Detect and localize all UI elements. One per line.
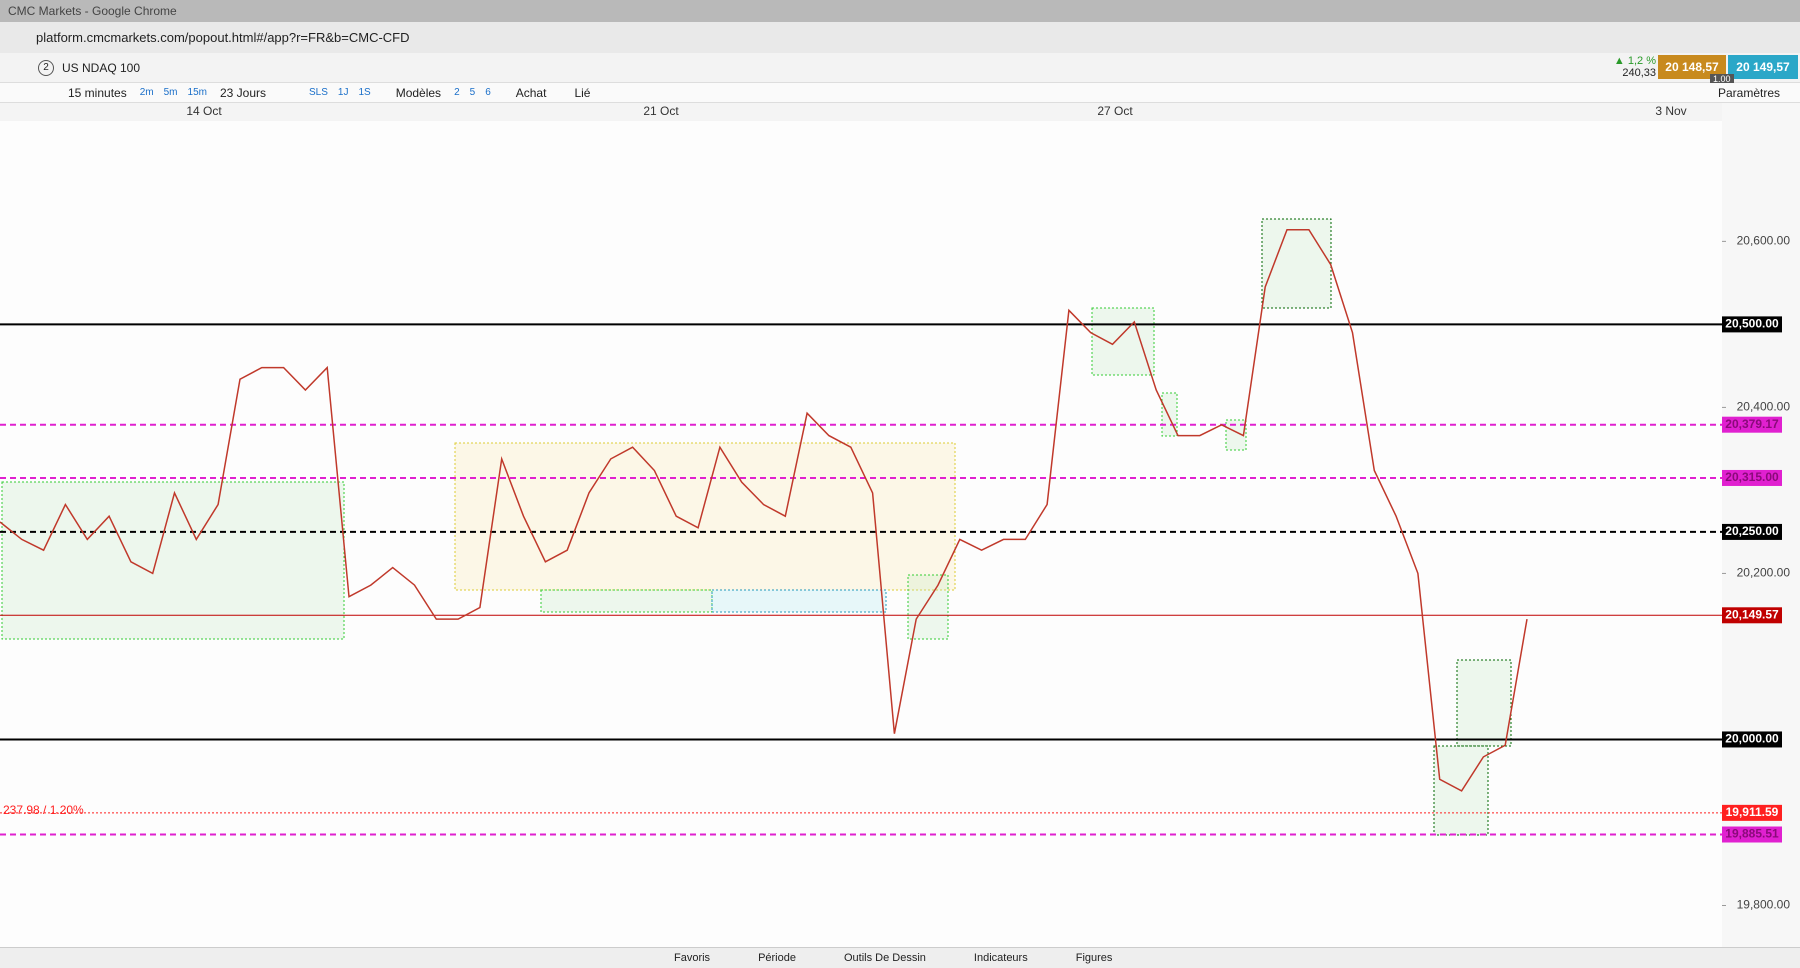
date-label: 27 Oct xyxy=(1097,104,1133,118)
level-label: 19,885.51 xyxy=(1725,827,1779,841)
range-button[interactable]: SLS xyxy=(309,87,328,98)
number-button[interactable]: 6 xyxy=(485,87,491,98)
level-tag xyxy=(1722,607,1782,624)
level-label: 20,149.57 xyxy=(1725,607,1779,621)
footer-tab[interactable]: Figures xyxy=(1075,952,1113,964)
plot-area xyxy=(0,121,1722,947)
zones xyxy=(1,218,1512,836)
size: 1.00 xyxy=(1710,74,1734,84)
level-label: 20,000.00 xyxy=(1725,732,1779,746)
level-tag xyxy=(1722,731,1782,748)
window-title: CMC Markets - Google Chrome xyxy=(8,4,177,18)
sell-price[interactable]: 20 148,57 xyxy=(1658,55,1726,79)
footer-tab[interactable]: Indicateurs xyxy=(973,952,1028,964)
tab-bar: 2 US NDAQ 100 ▲ 1,2 % 240,33 20 148,57 2… xyxy=(0,53,1800,84)
footer: Favoris Période Outils De Dessin Indicateur… xyxy=(0,947,1800,968)
change-box: ▲ 1,2 % 240,33 xyxy=(1600,55,1656,79)
toolbar: 15 minutes 2m 5m 15m 23 Jours SLS 1J 1S Modè… xyxy=(0,83,1800,103)
footer-tab[interactable]: Outils De Dessin xyxy=(843,952,926,964)
url[interactable]: platform.cmcmarkets.com/popout.html#/app… xyxy=(36,30,410,45)
level-tag xyxy=(1722,826,1782,843)
level-tag xyxy=(1722,804,1782,821)
date-label: 21 Oct xyxy=(643,104,679,118)
templates[interactable]: Modèles xyxy=(395,85,442,100)
level-label: 20,379.17 xyxy=(1725,417,1779,431)
level-tag xyxy=(1722,416,1782,433)
level-label: 19,911.59 xyxy=(1726,805,1779,819)
footer-tab[interactable]: Favoris xyxy=(674,952,711,964)
address-bar[interactable]: platform.cmcmarkets.com/popout.html#/app… xyxy=(0,22,1800,53)
price-line xyxy=(0,228,1528,792)
settings[interactable]: Paramètres xyxy=(1717,85,1780,100)
chart: 14 Oct 21 Oct 27 Oct 3 Nov 19,800.00 20,200.0… xyxy=(0,103,1800,947)
y-tick-label: 20,200.00 xyxy=(1737,566,1791,580)
date-axis xyxy=(0,103,1722,121)
interval-button[interactable]: 15m xyxy=(187,87,207,98)
interval-button[interactable]: 5m xyxy=(163,87,178,98)
y-tick-label: 20,400.00 xyxy=(1737,400,1791,414)
interval[interactable]: 15 minutes xyxy=(68,85,127,100)
change-points: 240,33 xyxy=(1622,67,1656,79)
number-button[interactable]: 5 xyxy=(469,87,476,98)
change: ▲ 1,2 % xyxy=(1613,55,1656,67)
range[interactable]: 23 Jours xyxy=(219,85,266,100)
ranges: SLS 1J 1S xyxy=(304,87,376,98)
annotation: 237.98 / 1.20% xyxy=(3,803,84,817)
range-button[interactable]: 1J xyxy=(337,87,349,98)
number-button[interactable]: 2 xyxy=(454,87,460,98)
linked[interactable]: Lié xyxy=(574,85,591,100)
level-label: 20,315.00 xyxy=(1725,470,1779,484)
interval-button[interactable]: 2m xyxy=(139,87,154,98)
level-label: 20,500.00 xyxy=(1725,317,1779,331)
tab-number: 2 xyxy=(38,59,54,76)
level-tag xyxy=(1722,469,1782,486)
level-tag xyxy=(1722,316,1782,333)
trade[interactable]: Achat xyxy=(515,85,547,100)
level-tag xyxy=(1722,523,1782,540)
footer-tab[interactable]: Période xyxy=(758,952,796,964)
range-button[interactable]: 1S xyxy=(358,87,371,98)
quick-intervals: 2m 5m 15m xyxy=(135,87,212,98)
level-label: 20,250.00 xyxy=(1725,524,1779,538)
date-label: 14 Oct xyxy=(186,104,222,118)
y-tick-label: 20,600.00 xyxy=(1737,234,1791,248)
instrument[interactable]: US NDAQ 100 xyxy=(62,60,141,75)
y-tick-label: 19,800.00 xyxy=(1737,898,1791,912)
buy-price[interactable]: 20 149,57 xyxy=(1728,55,1798,79)
title-bar: CMC Markets - Google Chrome xyxy=(0,0,1800,22)
date-label: 3 Nov xyxy=(1655,104,1686,118)
